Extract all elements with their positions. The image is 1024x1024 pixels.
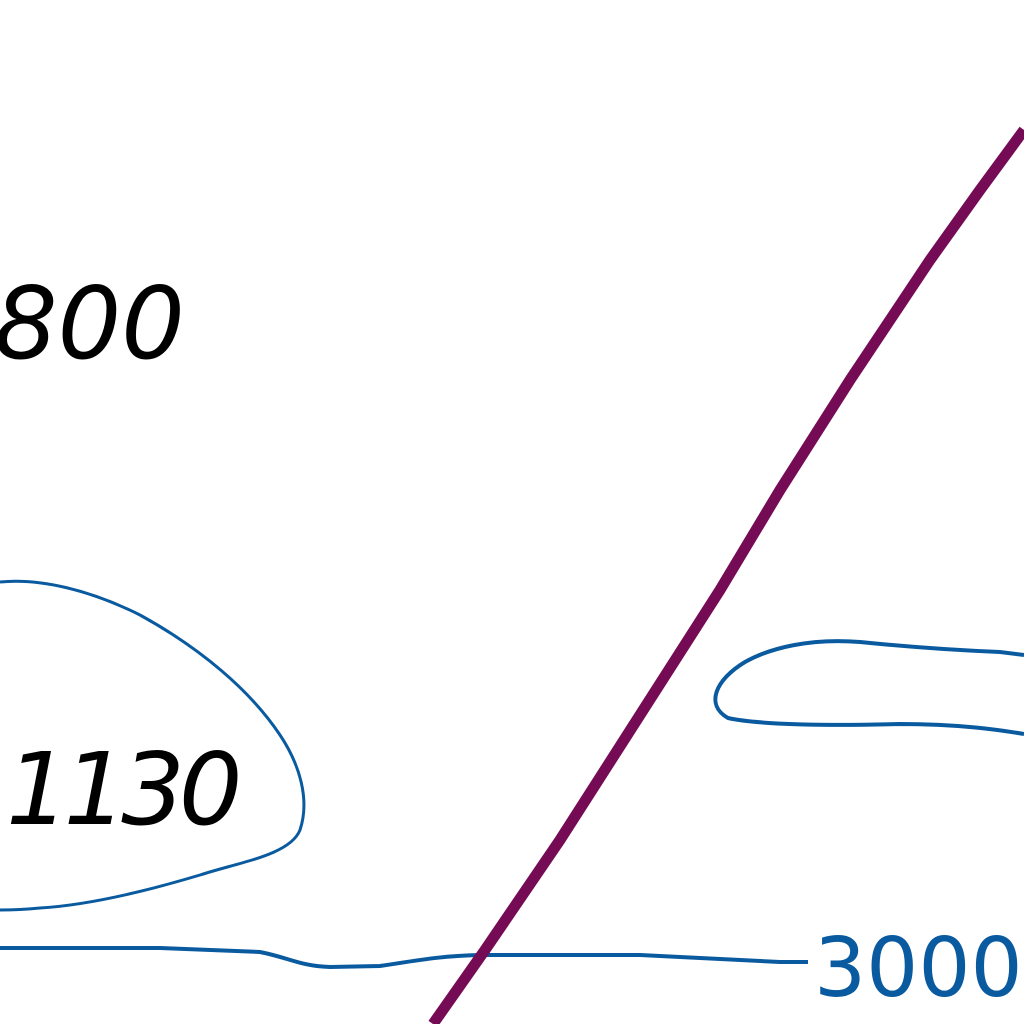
elevation-label-800: 800 [0, 265, 185, 382]
contour-loop-right [715, 641, 1024, 734]
contour-line-bottom [0, 948, 808, 967]
contour-label-3000: 3000 [814, 921, 1023, 1016]
route-line [433, 130, 1024, 1024]
elevation-label-1130: 1130 [6, 731, 238, 848]
